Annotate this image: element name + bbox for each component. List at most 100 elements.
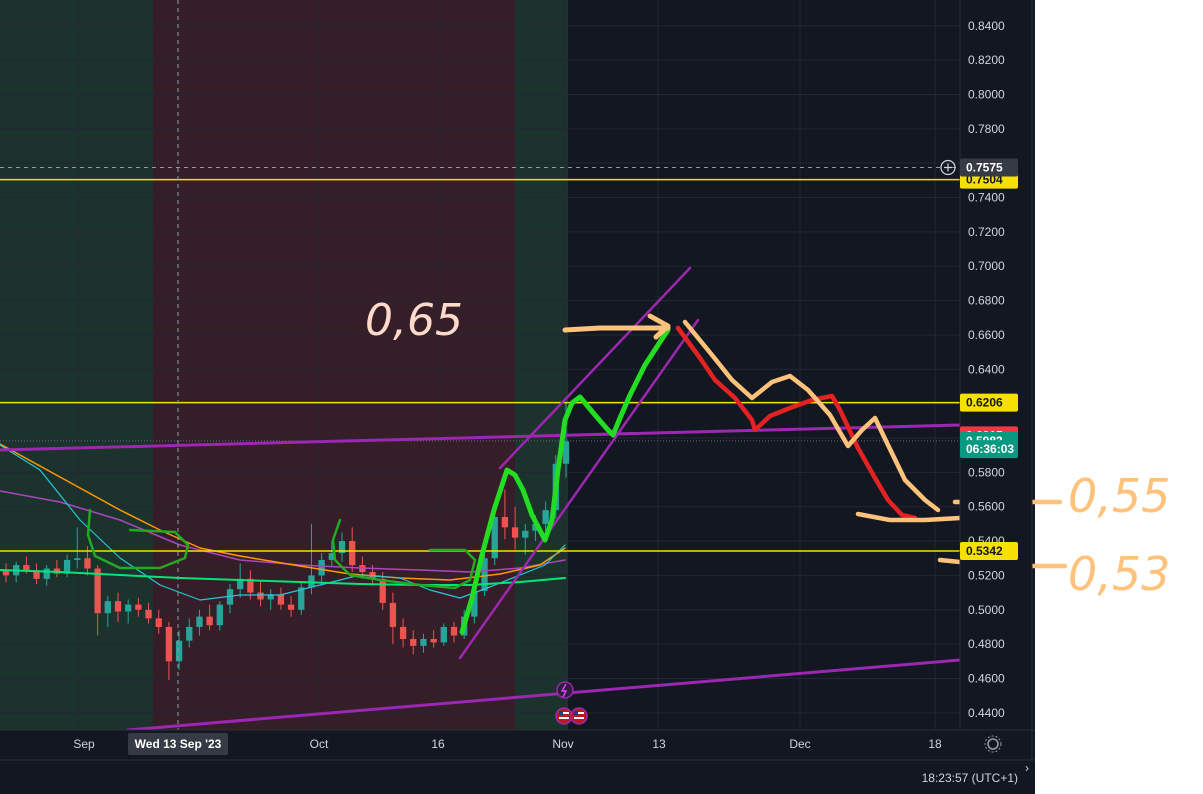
- hand-green-curve: [331, 518, 477, 590]
- price-tick-label: 0.7800: [968, 122, 1005, 136]
- price-label-box: [960, 393, 1018, 412]
- price-tick-label: 0.4800: [968, 637, 1005, 651]
- ma-green: [0, 569, 566, 586]
- candle: [145, 609, 152, 619]
- channel-upper: [498, 266, 692, 470]
- collapse-arrow-icon[interactable]: ›: [1025, 761, 1029, 775]
- price-tick-label: 0.4400: [968, 706, 1005, 720]
- candle: [63, 559, 71, 574]
- candle: [267, 594, 274, 600]
- candle: [562, 441, 570, 464]
- candle: [74, 558, 81, 560]
- price-tick-label: 0.5200: [968, 568, 1005, 582]
- candle: [532, 523, 539, 531]
- hand-red-projection: [675, 325, 918, 521]
- candle: [175, 640, 183, 662]
- flag-stripe: [559, 712, 569, 714]
- candle: [287, 604, 295, 610]
- candle: [328, 553, 335, 560]
- time-tick-label: 13: [652, 737, 666, 751]
- candle: [481, 558, 488, 591]
- candle: [104, 601, 111, 614]
- clock: 18:23:57 (UTC+1): [922, 771, 1018, 785]
- candle: [165, 626, 173, 662]
- hand-orange-projection: [682, 319, 941, 513]
- candle: [511, 527, 519, 538]
- price-label: 0.6206: [966, 396, 1003, 410]
- time-tick-label: Nov: [552, 737, 573, 751]
- candle: [23, 565, 30, 571]
- status-bar: [0, 760, 1035, 794]
- session-band-red: [153, 0, 515, 730]
- candle: [196, 616, 203, 627]
- price-tick-label: 0.5000: [968, 603, 1005, 617]
- gear-icon[interactable]: [987, 738, 999, 750]
- us-flag-icon[interactable]: [570, 707, 588, 725]
- candle: [33, 570, 40, 579]
- time-tick-label: Sep: [73, 737, 95, 751]
- price-tick-label: 0.7400: [968, 191, 1005, 205]
- flag-canton: [559, 711, 563, 715]
- ma-purple: [0, 490, 566, 573]
- candle: [450, 626, 458, 636]
- candle: [440, 626, 447, 643]
- candle: [257, 592, 264, 600]
- price-label: 0.5342: [966, 544, 1003, 558]
- price-tick-label: 0.7200: [968, 225, 1005, 239]
- hand-orange-arrow: [562, 325, 671, 333]
- price-tick-label: 0.8200: [968, 53, 1005, 67]
- crosshair-date-box: [128, 733, 228, 755]
- price-tick-label: 0.6600: [968, 328, 1005, 342]
- candle: [94, 568, 101, 614]
- candle: [430, 638, 437, 643]
- time-tick-label: Oct: [310, 737, 329, 751]
- candle: [318, 559, 325, 576]
- price-tick-label: 0.6800: [968, 294, 1005, 308]
- flag-stripe: [574, 712, 584, 714]
- candle: [2, 570, 10, 576]
- candle: [206, 616, 213, 626]
- price-label: 06:36:03: [966, 442, 1014, 456]
- candle: [399, 626, 407, 639]
- candle: [522, 530, 529, 538]
- plus-icon-lines: [944, 163, 952, 172]
- time-tick-label: 16: [431, 737, 445, 751]
- candle: [410, 638, 417, 646]
- price-tick-label: 0.5600: [968, 500, 1005, 514]
- flag-stripe: [559, 717, 569, 719]
- price-tick-label: 0.4600: [968, 671, 1005, 685]
- candle: [471, 590, 478, 617]
- price-tick-label: 0.6400: [968, 362, 1005, 376]
- crosshair-date-label: Wed 13 Sep '23: [135, 737, 222, 751]
- plus-circle-icon[interactable]: [940, 159, 956, 176]
- lightning-icon[interactable]: [556, 681, 574, 699]
- gear-icon-teeth: [984, 735, 1002, 753]
- candle: [216, 604, 223, 626]
- candle: [237, 578, 244, 590]
- candle: [338, 541, 346, 554]
- crosshair-price-box: [960, 158, 1018, 177]
- price-tick-label: 0.7000: [968, 259, 1005, 273]
- hand-label-065: 0,65: [365, 295, 463, 346]
- candle: [247, 578, 254, 593]
- candle: [542, 510, 549, 524]
- price-label-box: [960, 440, 1018, 459]
- price-axis[interactable]: [960, 0, 1032, 730]
- candle: [491, 517, 498, 559]
- trendline-upper: [0, 423, 962, 452]
- candle: [389, 602, 397, 627]
- hand-label-055: 0,55: [1068, 469, 1170, 523]
- session-band-green: [0, 0, 153, 730]
- price-tick-label: 0.8000: [968, 87, 1005, 101]
- price-tick-label: 0.5800: [968, 465, 1005, 479]
- channel-lower: [458, 318, 700, 660]
- session-band-green: [515, 0, 568, 730]
- flag-canton: [574, 711, 578, 715]
- ma-orange: [0, 443, 566, 581]
- hand-label-053: 0,53: [1068, 547, 1170, 601]
- candle: [43, 568, 50, 579]
- us-flag-icon[interactable]: [555, 707, 573, 725]
- candle: [420, 638, 427, 646]
